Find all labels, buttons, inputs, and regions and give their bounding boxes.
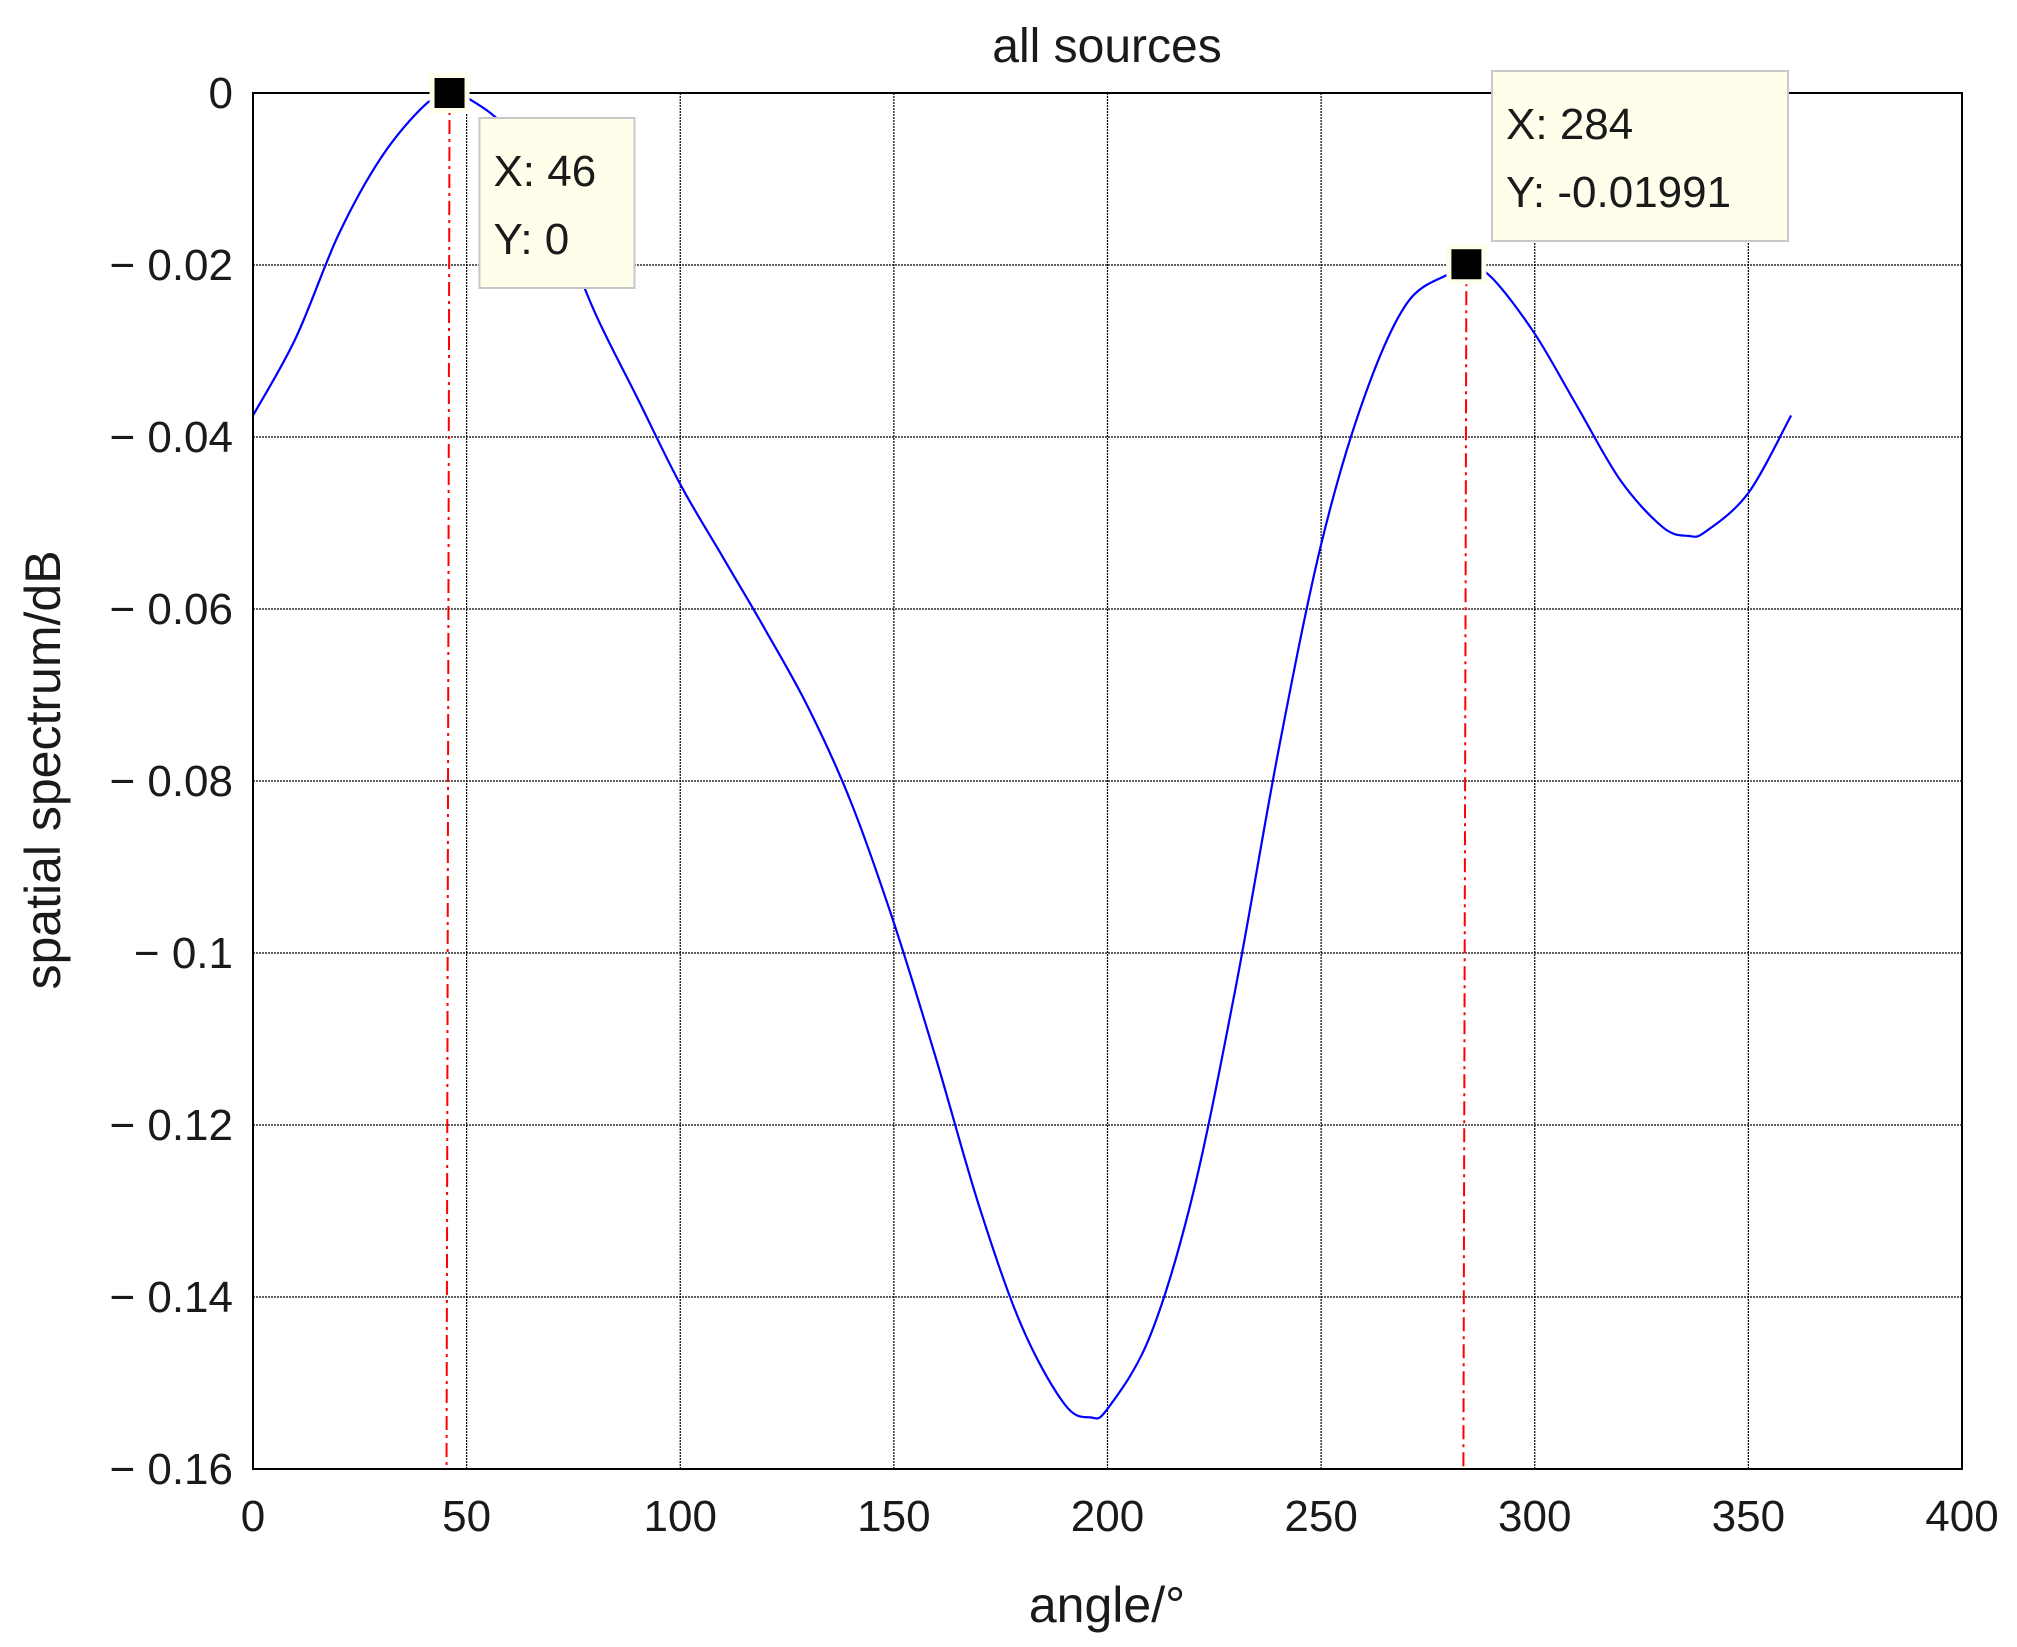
axes-frame (252, 92, 1963, 1470)
x-tick-label: 150 (857, 1492, 930, 1541)
datatip-y-label: Y: 0 (493, 215, 569, 264)
ticks: 0 50 100 150 200 250 300 350 400 0 − 0.02 − 0.04 − 0… (109, 69, 1998, 1541)
y-tick-label: − 0.12 (109, 1101, 233, 1150)
datatip-x-label: X: 46 (493, 147, 596, 196)
y-tick-label: − 0.02 (109, 241, 233, 290)
datatip-x-label: X: 284 (1506, 100, 1633, 149)
x-tick-label: 250 (1284, 1492, 1357, 1541)
x-tick-label: 300 (1498, 1492, 1571, 1541)
datatip-y-label: Y: -0.01991 (1506, 168, 1731, 217)
data-markers: X: 46 Y: 0 X: 284 Y: -0.01991 (429, 70, 1790, 289)
grid (253, 93, 1962, 1469)
marker-drop-line (445, 92, 451, 1470)
data-marker (434, 78, 465, 108)
x-tick-label: 0 (241, 1492, 265, 1541)
x-tick-label: 100 (644, 1492, 717, 1541)
datatip-box (478, 117, 636, 289)
x-tick-label: 50 (442, 1492, 491, 1541)
marker-drop-line (1462, 264, 1468, 1470)
data-marker (1451, 249, 1482, 280)
chart-title: all sources (992, 20, 1221, 73)
marker-lines (445, 92, 1468, 1470)
x-tick-label: 200 (1071, 1492, 1144, 1541)
y-tick-label: 0 (209, 69, 233, 118)
y-tick-label: − 0.08 (109, 757, 233, 806)
x-tick-label: 400 (1925, 1492, 1998, 1541)
x-axis-label: angle/° (1029, 1577, 1185, 1633)
datatip-box (1491, 70, 1790, 242)
y-tick-label: − 0.16 (109, 1445, 233, 1494)
x-tick-label: 350 (1712, 1492, 1785, 1541)
y-tick-label: − 0.06 (109, 585, 233, 634)
y-tick-label: − 0.1 (134, 929, 233, 978)
y-tick-label: − 0.14 (109, 1273, 233, 1322)
y-axis-label: spatial spectrum/dB (15, 550, 71, 989)
y-tick-label: − 0.04 (109, 413, 233, 462)
